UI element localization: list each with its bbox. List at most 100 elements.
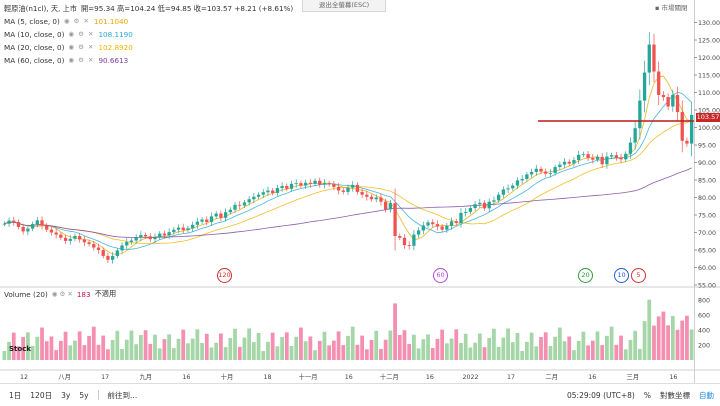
candle-body [478, 202, 482, 205]
range-1d-button[interactable]: 1日 [9, 390, 22, 400]
candle-body [609, 155, 614, 157]
exit-fullscreen-button[interactable]: 退出全螢幕(ESC) [302, 0, 386, 12]
symbol-label[interactable]: 輕原油(n1cl), 天, 上市 [4, 4, 77, 13]
volume-bar [186, 343, 190, 360]
volume-bar [223, 347, 228, 360]
price-tick-label: 80.00 [698, 195, 716, 202]
candle-body [501, 189, 505, 195]
candle-body [322, 183, 327, 185]
range-5y-button[interactable]: 5y [79, 390, 89, 400]
period-marker[interactable]: 5 [631, 268, 646, 283]
volume-bar [40, 327, 44, 360]
candle-body [591, 157, 595, 160]
volume-bar [303, 341, 308, 360]
candle-body [454, 221, 458, 224]
candle-body [313, 180, 317, 184]
candle-body [482, 202, 487, 209]
candle-body [657, 71, 661, 95]
time-tick-label: 十月 [221, 372, 234, 381]
candle-body [176, 227, 181, 230]
ma-legend-row[interactable]: MA (5, close, 0) ◉ ⚙ ✕ 101.1040 [4, 15, 293, 28]
volume-bar [642, 321, 647, 360]
volume-bar [228, 337, 233, 360]
volume-bar [379, 348, 383, 360]
last-price-tag: 103.57 [696, 113, 720, 122]
time-tick-label: 16 [426, 374, 434, 381]
candle-body [431, 222, 435, 225]
volume-bar [473, 342, 477, 360]
volume-bar [393, 303, 397, 360]
range-120d-button[interactable]: 120日 [30, 390, 53, 400]
period-marker[interactable]: 60 [433, 268, 448, 283]
time-tick-label: 18 [264, 374, 272, 381]
price-pane-bg [0, 0, 720, 287]
candle-body [261, 192, 265, 195]
period-marker[interactable]: 120 [217, 268, 232, 283]
candle-body [487, 201, 491, 209]
volume-bar [501, 337, 506, 360]
volume-bar [115, 330, 120, 360]
candle-body [266, 190, 270, 193]
clock-readout[interactable]: 05:29:09 (UTC+8) [567, 390, 635, 400]
volume-bar [266, 341, 270, 360]
ma-legend-row[interactable]: MA (60, close, 0) ◉ ⚙ ✕ 90.6613 [4, 54, 293, 67]
price-tick-label: 70.00 [698, 230, 716, 237]
price-tick-label: 100.00 [698, 125, 720, 132]
volume-bar [294, 336, 299, 360]
price-tick-label: 120.00 [698, 55, 720, 62]
candle-body [205, 219, 209, 222]
period-marker[interactable]: 10 [614, 268, 629, 283]
volume-bar [270, 332, 275, 360]
auto-scale-toggle[interactable]: 自動 [699, 390, 714, 400]
candle-body [435, 224, 440, 227]
ma-settings-icons[interactable]: ◉ ⚙ ✕ [68, 30, 95, 38]
volume-bar [336, 331, 341, 360]
volume-bar [652, 325, 656, 360]
volume-bar [482, 347, 487, 360]
volume-bar [369, 340, 374, 360]
volume-bar [82, 345, 87, 360]
log-scale-toggle[interactable]: 對數坐標 [660, 390, 690, 400]
volume-bar [525, 341, 529, 360]
volume-bar [619, 335, 623, 360]
time-tick-label: 十一月 [299, 372, 318, 381]
volume-bar [557, 327, 562, 360]
candle-body [360, 191, 364, 195]
volume-settings-icons[interactable]: ◉ ⚙ ✕ [51, 290, 73, 298]
volume-bar [685, 315, 689, 360]
candle-body [153, 237, 157, 240]
candle-body [614, 155, 618, 158]
ma-settings-icons[interactable]: ◉ ⚙ ✕ [68, 56, 95, 64]
candle-body [426, 222, 430, 226]
time-tick-label: 17 [101, 374, 109, 381]
ma-label: MA (5, close, 0) [4, 17, 60, 26]
volume-bar [397, 334, 402, 360]
candle-body [529, 171, 534, 175]
candle-body [539, 168, 543, 172]
volume-bar [449, 338, 454, 360]
ma-legend-row[interactable]: MA (10, close, 0) ◉ ⚙ ✕ 108.1190 [4, 28, 293, 41]
volume-bar [647, 299, 652, 360]
volume-bar [91, 326, 96, 360]
bottom-toolbar: 1日 120日 3y 5y 前往到... 05:29:09 (UTC+8) % … [0, 383, 720, 406]
volume-bar [63, 331, 68, 360]
candle-body [139, 234, 143, 238]
period-marker[interactable]: 20 [578, 268, 593, 283]
goto-date-button[interactable]: 前往到... [107, 390, 138, 400]
candle-body [553, 167, 557, 173]
ma-legend-row[interactable]: MA (20, close, 0) ◉ ⚙ ✕ 102.8920 [4, 41, 293, 54]
price-chart[interactable]: 130.00 125.00 120.00 115.00 110.00 105.00 100.… [0, 0, 720, 383]
percent-toggle[interactable]: % [643, 390, 651, 400]
ma-settings-icons[interactable]: ◉ ⚙ ✕ [68, 43, 95, 51]
volume-bar [68, 345, 73, 360]
candle-body [577, 154, 581, 161]
candle-body [318, 180, 322, 185]
range-3y-button[interactable]: 3y [61, 390, 71, 400]
candle-body [134, 237, 138, 241]
ma-settings-icons[interactable]: ◉ ⚙ ✕ [63, 17, 90, 25]
volume-bar [195, 329, 200, 360]
time-tick-label: 16 [182, 374, 190, 381]
time-tick-label: 17 [507, 374, 515, 381]
volume-bar [247, 328, 252, 360]
volume-note: 不適用 [94, 289, 117, 298]
